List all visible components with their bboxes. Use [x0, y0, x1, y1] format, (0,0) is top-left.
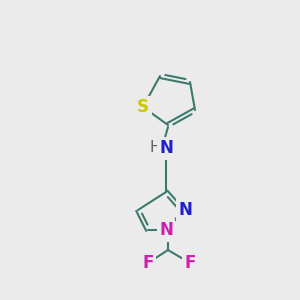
Text: F: F: [142, 254, 154, 272]
Text: S: S: [137, 98, 149, 116]
Text: N: N: [159, 221, 173, 239]
Text: N: N: [159, 139, 173, 157]
Text: F: F: [184, 254, 196, 272]
Text: H: H: [149, 140, 161, 155]
Text: N: N: [178, 201, 192, 219]
